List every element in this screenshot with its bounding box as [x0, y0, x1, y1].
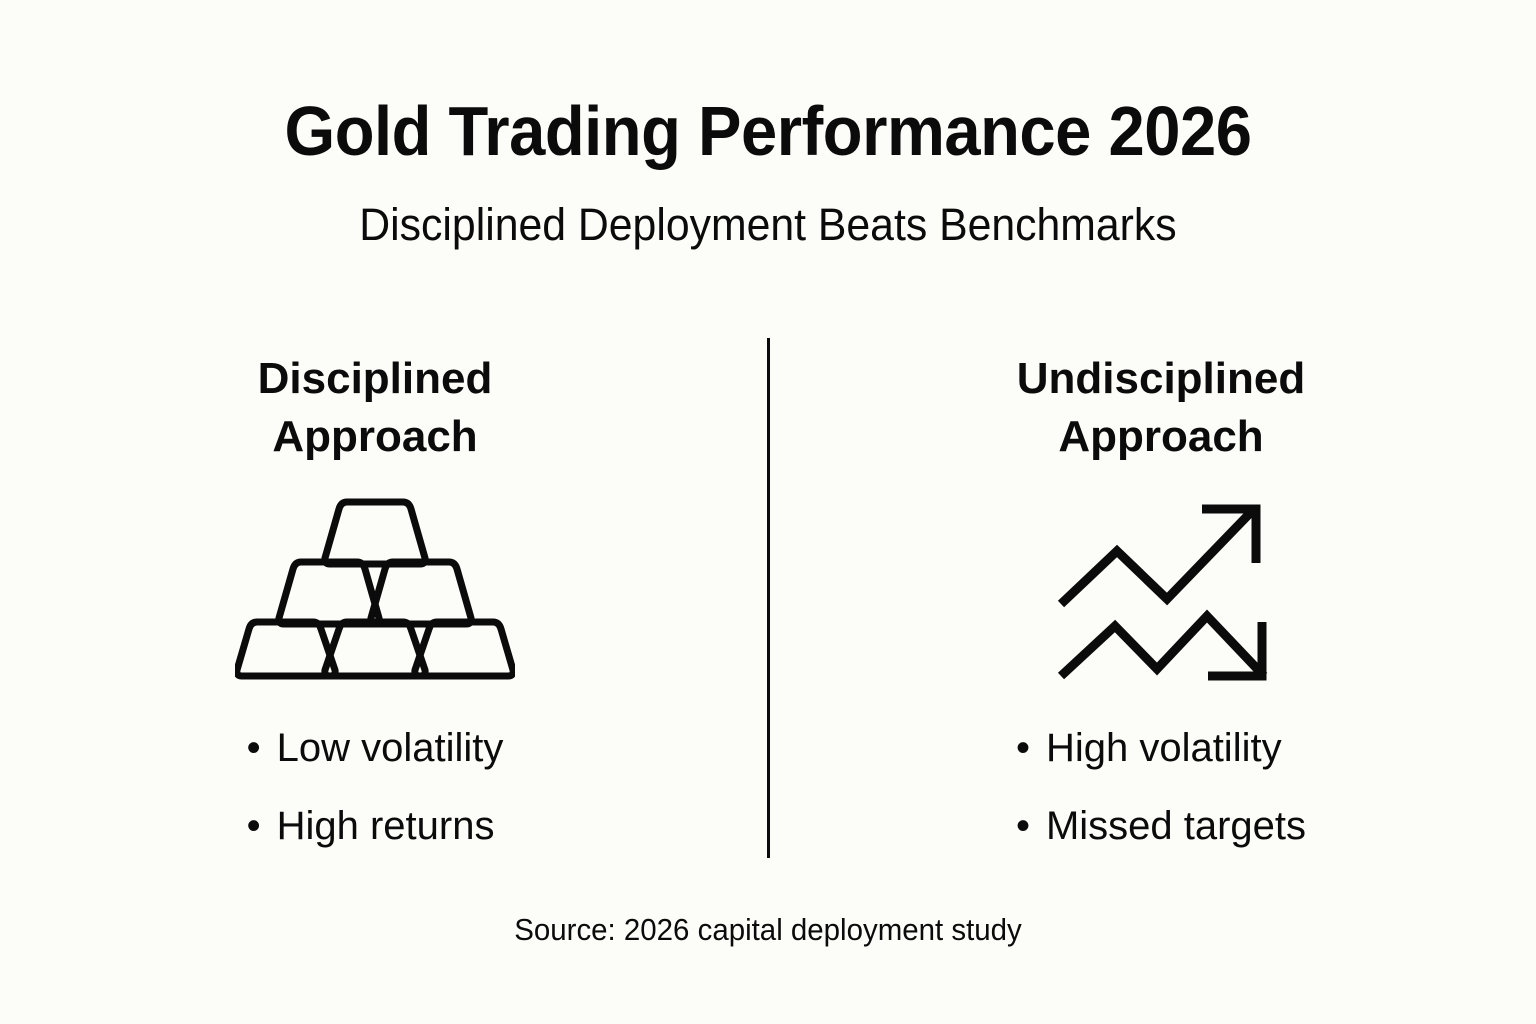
- bullet-list-disciplined: • Low volatility • High returns: [247, 728, 504, 846]
- comparison-columns: Disciplined Approach: [0, 336, 1536, 876]
- column-heading-disciplined: Disciplined Approach: [257, 354, 493, 462]
- column-undisciplined: Undisciplined Approach: [768, 336, 1536, 876]
- bullet-label: High volatility: [1045, 726, 1282, 771]
- bullet-label: Low volatility: [276, 726, 504, 771]
- bullet-marker-icon: •: [246, 804, 261, 849]
- column-divider: [767, 338, 770, 858]
- header-block: Gold Trading Performance 2026 Discipline…: [0, 96, 1536, 247]
- bullet-marker-icon: •: [246, 726, 261, 771]
- list-item: • Missed targets: [1016, 806, 1306, 846]
- list-item: • High returns: [247, 806, 504, 846]
- gold-bars-stack-icon: [235, 494, 515, 684]
- source-note: Source: 2026 capital deployment study: [514, 912, 1022, 947]
- bullet-label: High returns: [276, 804, 495, 849]
- bullet-marker-icon: •: [1015, 804, 1030, 849]
- column-heading-undisciplined: Undisciplined Approach: [1016, 354, 1306, 462]
- bullet-label: Missed targets: [1045, 804, 1307, 849]
- page-subtitle: Disciplined Deployment Beats Benchmarks: [359, 199, 1177, 250]
- list-item: • Low volatility: [247, 728, 504, 768]
- bullet-marker-icon: •: [1015, 726, 1030, 771]
- volatile-zigzag-arrows-icon: [1054, 494, 1269, 684]
- page-title: Gold Trading Performance 2026: [284, 92, 1252, 170]
- column-disciplined: Disciplined Approach: [0, 336, 768, 876]
- bullet-list-undisciplined: • High volatility • Missed targets: [1016, 728, 1306, 846]
- list-item: • High volatility: [1016, 728, 1306, 768]
